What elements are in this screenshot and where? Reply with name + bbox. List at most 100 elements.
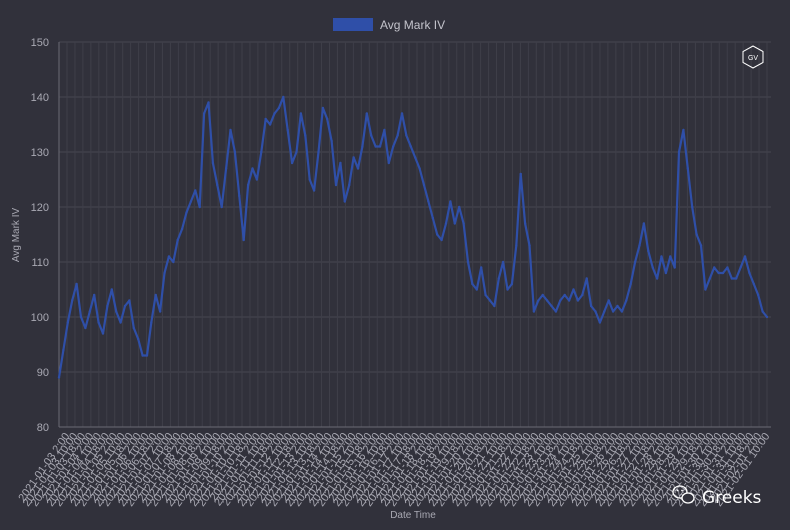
data-point bbox=[62, 348, 65, 352]
data-point bbox=[633, 260, 637, 264]
data-point bbox=[721, 271, 725, 275]
data-point bbox=[739, 266, 742, 269]
data-point bbox=[444, 222, 448, 225]
data-point bbox=[194, 189, 197, 192]
data-point bbox=[427, 200, 430, 203]
data-point bbox=[629, 282, 632, 286]
data-point bbox=[554, 310, 558, 313]
data-point bbox=[713, 266, 716, 269]
data-point bbox=[334, 183, 338, 187]
data-point bbox=[695, 233, 698, 236]
y-tick-label: 140 bbox=[31, 92, 49, 104]
data-point bbox=[607, 299, 610, 302]
data-point bbox=[97, 321, 100, 324]
data-point bbox=[352, 156, 355, 159]
data-point bbox=[180, 227, 184, 231]
data-point bbox=[92, 293, 96, 297]
data-point bbox=[361, 145, 364, 148]
data-point bbox=[743, 255, 747, 258]
data-point bbox=[400, 112, 404, 115]
data-point bbox=[392, 145, 395, 148]
data-point bbox=[308, 178, 311, 181]
y-tick-label: 130 bbox=[31, 147, 49, 159]
axes bbox=[58, 42, 771, 428]
data-point bbox=[603, 310, 606, 313]
data-point bbox=[519, 172, 522, 176]
data-point bbox=[479, 266, 483, 269]
data-point bbox=[176, 238, 179, 242]
data-point bbox=[704, 288, 707, 291]
data-point bbox=[273, 112, 276, 115]
data-point bbox=[141, 354, 144, 357]
data-point bbox=[57, 376, 61, 379]
data-point bbox=[343, 200, 347, 203]
data-point bbox=[462, 222, 465, 225]
data-point bbox=[449, 200, 452, 203]
data-point bbox=[726, 266, 729, 269]
data-point bbox=[761, 310, 764, 313]
data-point bbox=[691, 205, 694, 209]
data-point bbox=[453, 222, 456, 225]
data-point bbox=[202, 112, 206, 115]
data-point bbox=[532, 310, 536, 313]
data-point bbox=[75, 282, 78, 286]
data-point bbox=[625, 299, 628, 302]
data-point bbox=[119, 321, 122, 324]
data-point bbox=[567, 299, 571, 302]
data-point bbox=[717, 271, 720, 275]
y-tick-label: 90 bbox=[37, 367, 49, 379]
data-point bbox=[145, 354, 149, 357]
data-point bbox=[422, 183, 426, 187]
data-point bbox=[242, 238, 245, 242]
data-point bbox=[123, 304, 127, 308]
data-point bbox=[356, 167, 360, 170]
data-point bbox=[229, 128, 232, 132]
data-point bbox=[686, 167, 690, 170]
data-point bbox=[620, 310, 624, 313]
data-point bbox=[224, 167, 228, 170]
data-point bbox=[216, 183, 219, 187]
data-point bbox=[497, 277, 500, 280]
data-point bbox=[396, 134, 399, 137]
data-point bbox=[594, 310, 597, 313]
data-point bbox=[387, 161, 391, 165]
data-point bbox=[321, 106, 325, 110]
data-point bbox=[752, 282, 756, 286]
data-point bbox=[154, 293, 157, 297]
data-point bbox=[378, 145, 382, 148]
data-point bbox=[545, 299, 549, 302]
data-point bbox=[136, 337, 140, 341]
legend[interactable]: Avg Mark IV bbox=[333, 18, 445, 32]
data-point bbox=[299, 112, 303, 115]
data-point bbox=[317, 150, 320, 154]
data-point bbox=[189, 200, 193, 203]
data-point bbox=[484, 293, 487, 297]
data-point bbox=[664, 271, 668, 275]
data-point bbox=[220, 205, 223, 209]
data-point bbox=[638, 244, 641, 247]
data-point bbox=[211, 161, 215, 165]
data-point bbox=[167, 255, 171, 258]
data-point bbox=[765, 315, 769, 319]
data-point bbox=[642, 222, 646, 225]
data-point bbox=[585, 277, 588, 280]
data-point bbox=[541, 293, 544, 297]
data-point bbox=[699, 244, 703, 247]
data-point bbox=[330, 139, 333, 143]
data-point bbox=[185, 211, 188, 214]
legend-label: Avg Mark IV bbox=[380, 18, 445, 32]
data-point bbox=[493, 304, 496, 308]
data-point bbox=[304, 134, 307, 137]
data-point bbox=[572, 288, 575, 291]
data-point bbox=[730, 277, 734, 280]
data-point bbox=[466, 260, 470, 264]
data-point bbox=[383, 128, 386, 132]
y-tick-label: 120 bbox=[31, 202, 49, 214]
gv-logo-text: GV bbox=[748, 55, 758, 62]
data-point bbox=[150, 321, 153, 324]
data-point bbox=[238, 194, 241, 198]
gridlines bbox=[59, 41, 771, 428]
data-point bbox=[110, 288, 113, 291]
